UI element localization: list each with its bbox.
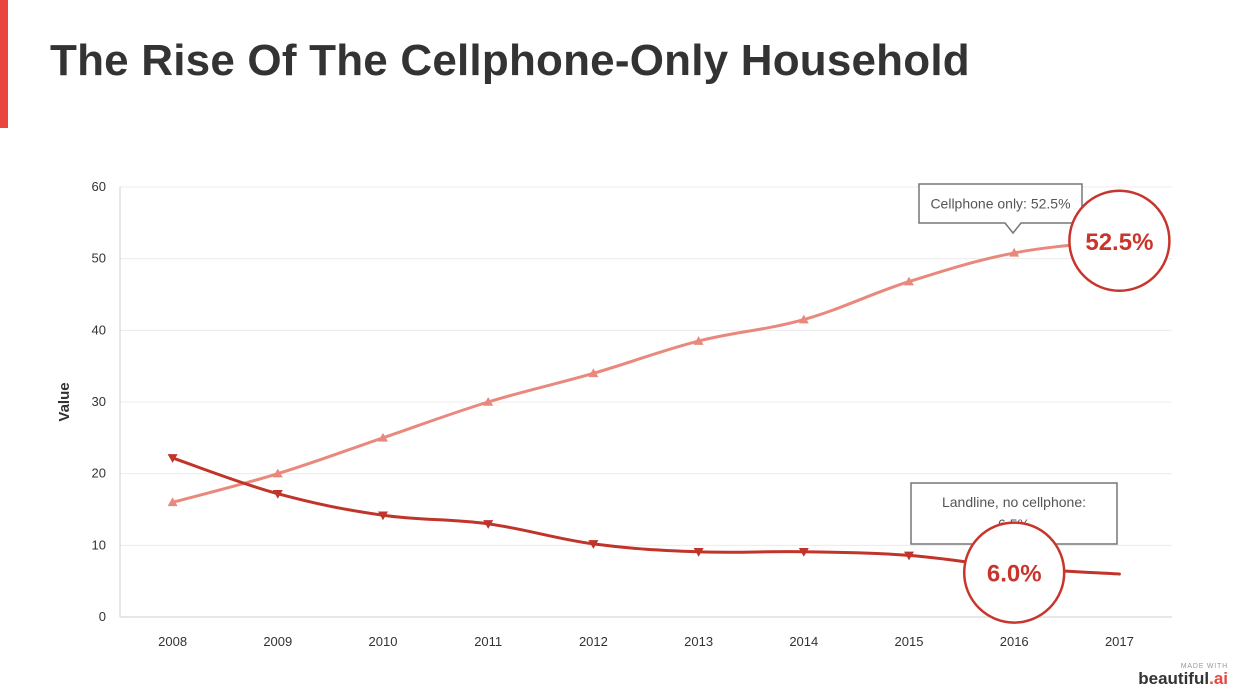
cellphone-callout-label: 52.5%: [1085, 229, 1153, 256]
series-line-landline: [171, 456, 1121, 576]
data-point-marker: [693, 336, 704, 345]
landline-callout-circle: [962, 521, 1066, 624]
data-point-marker: [588, 540, 599, 549]
slide-title: The Rise Of The Cellphone-Only Household: [50, 36, 970, 85]
brand-name: beautiful: [1138, 669, 1210, 688]
y-tick-label: 0: [99, 609, 106, 624]
data-point-marker: [483, 397, 494, 406]
y-axis-title: Value: [56, 382, 73, 421]
data-point-marker: [904, 276, 914, 286]
y-tick-label: 60: [92, 179, 106, 194]
y-tick-label: 50: [92, 251, 106, 266]
data-point-marker: [904, 551, 914, 561]
x-tick-label: 2017: [1105, 634, 1134, 649]
data-point-marker: [378, 511, 388, 521]
data-point-marker: [588, 368, 599, 378]
y-tick-label: 10: [92, 537, 106, 552]
cellphone-tooltip-box: [918, 183, 1083, 235]
y-tick-label: 40: [92, 322, 106, 337]
series-line-cellphone: [171, 239, 1121, 504]
made-with-label: MADE WITH: [1180, 663, 1228, 670]
landline-callout-label: 6.0%: [987, 561, 1042, 588]
brand-logo: beautiful.ai: [1138, 670, 1228, 688]
data-point-marker: [167, 454, 178, 463]
x-tick-label: 2010: [369, 634, 398, 649]
accent-bar: [0, 0, 8, 128]
data-point-marker: [693, 548, 704, 557]
data-point-marker: [272, 489, 283, 499]
x-tick-label: 2014: [789, 634, 818, 649]
data-point-marker: [378, 432, 388, 442]
cellphone-callout-circle: [1068, 189, 1171, 292]
x-tick-label: 2008: [158, 634, 187, 649]
x-tick-label: 2011: [474, 634, 502, 649]
data-point-marker: [798, 548, 809, 557]
brand-suffix: .ai: [1209, 669, 1228, 688]
data-point-marker: [1009, 247, 1020, 257]
x-tick-label: 2016: [1000, 634, 1029, 649]
branding: MADE WITH beautiful.ai: [1138, 663, 1228, 688]
y-tick-label: 30: [92, 394, 106, 409]
x-tick-label: 2015: [895, 634, 924, 649]
cellphone-tooltip-text: Cellphone only: 52.5%: [930, 196, 1070, 212]
data-point-marker: [167, 497, 178, 507]
x-tick-label: 2012: [579, 634, 608, 649]
data-point-marker: [483, 520, 494, 529]
x-tick-label: 2009: [263, 634, 292, 649]
data-point-marker: [798, 314, 809, 324]
y-tick-label: 20: [92, 466, 106, 481]
data-point-marker: [272, 468, 283, 478]
x-tick-label: 2013: [684, 634, 713, 649]
